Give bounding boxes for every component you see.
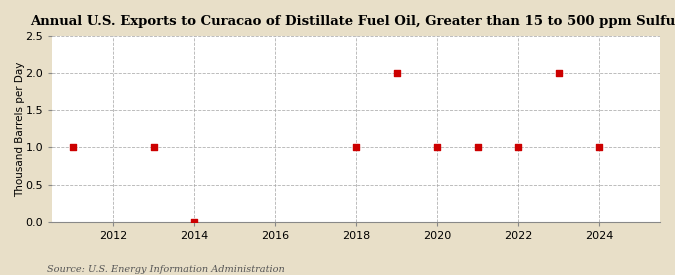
Point bbox=[148, 145, 159, 150]
Point bbox=[189, 219, 200, 224]
Text: Source: U.S. Energy Information Administration: Source: U.S. Energy Information Administ… bbox=[47, 265, 285, 274]
Point bbox=[392, 71, 402, 75]
Title: Annual U.S. Exports to Curacao of Distillate Fuel Oil, Greater than 15 to 500 pp: Annual U.S. Exports to Curacao of Distil… bbox=[30, 15, 675, 28]
Y-axis label: Thousand Barrels per Day: Thousand Barrels per Day bbox=[15, 61, 25, 197]
Point bbox=[554, 71, 564, 75]
Point bbox=[513, 145, 524, 150]
Point bbox=[594, 145, 605, 150]
Point bbox=[351, 145, 362, 150]
Point bbox=[432, 145, 443, 150]
Point bbox=[68, 145, 78, 150]
Point bbox=[472, 145, 483, 150]
